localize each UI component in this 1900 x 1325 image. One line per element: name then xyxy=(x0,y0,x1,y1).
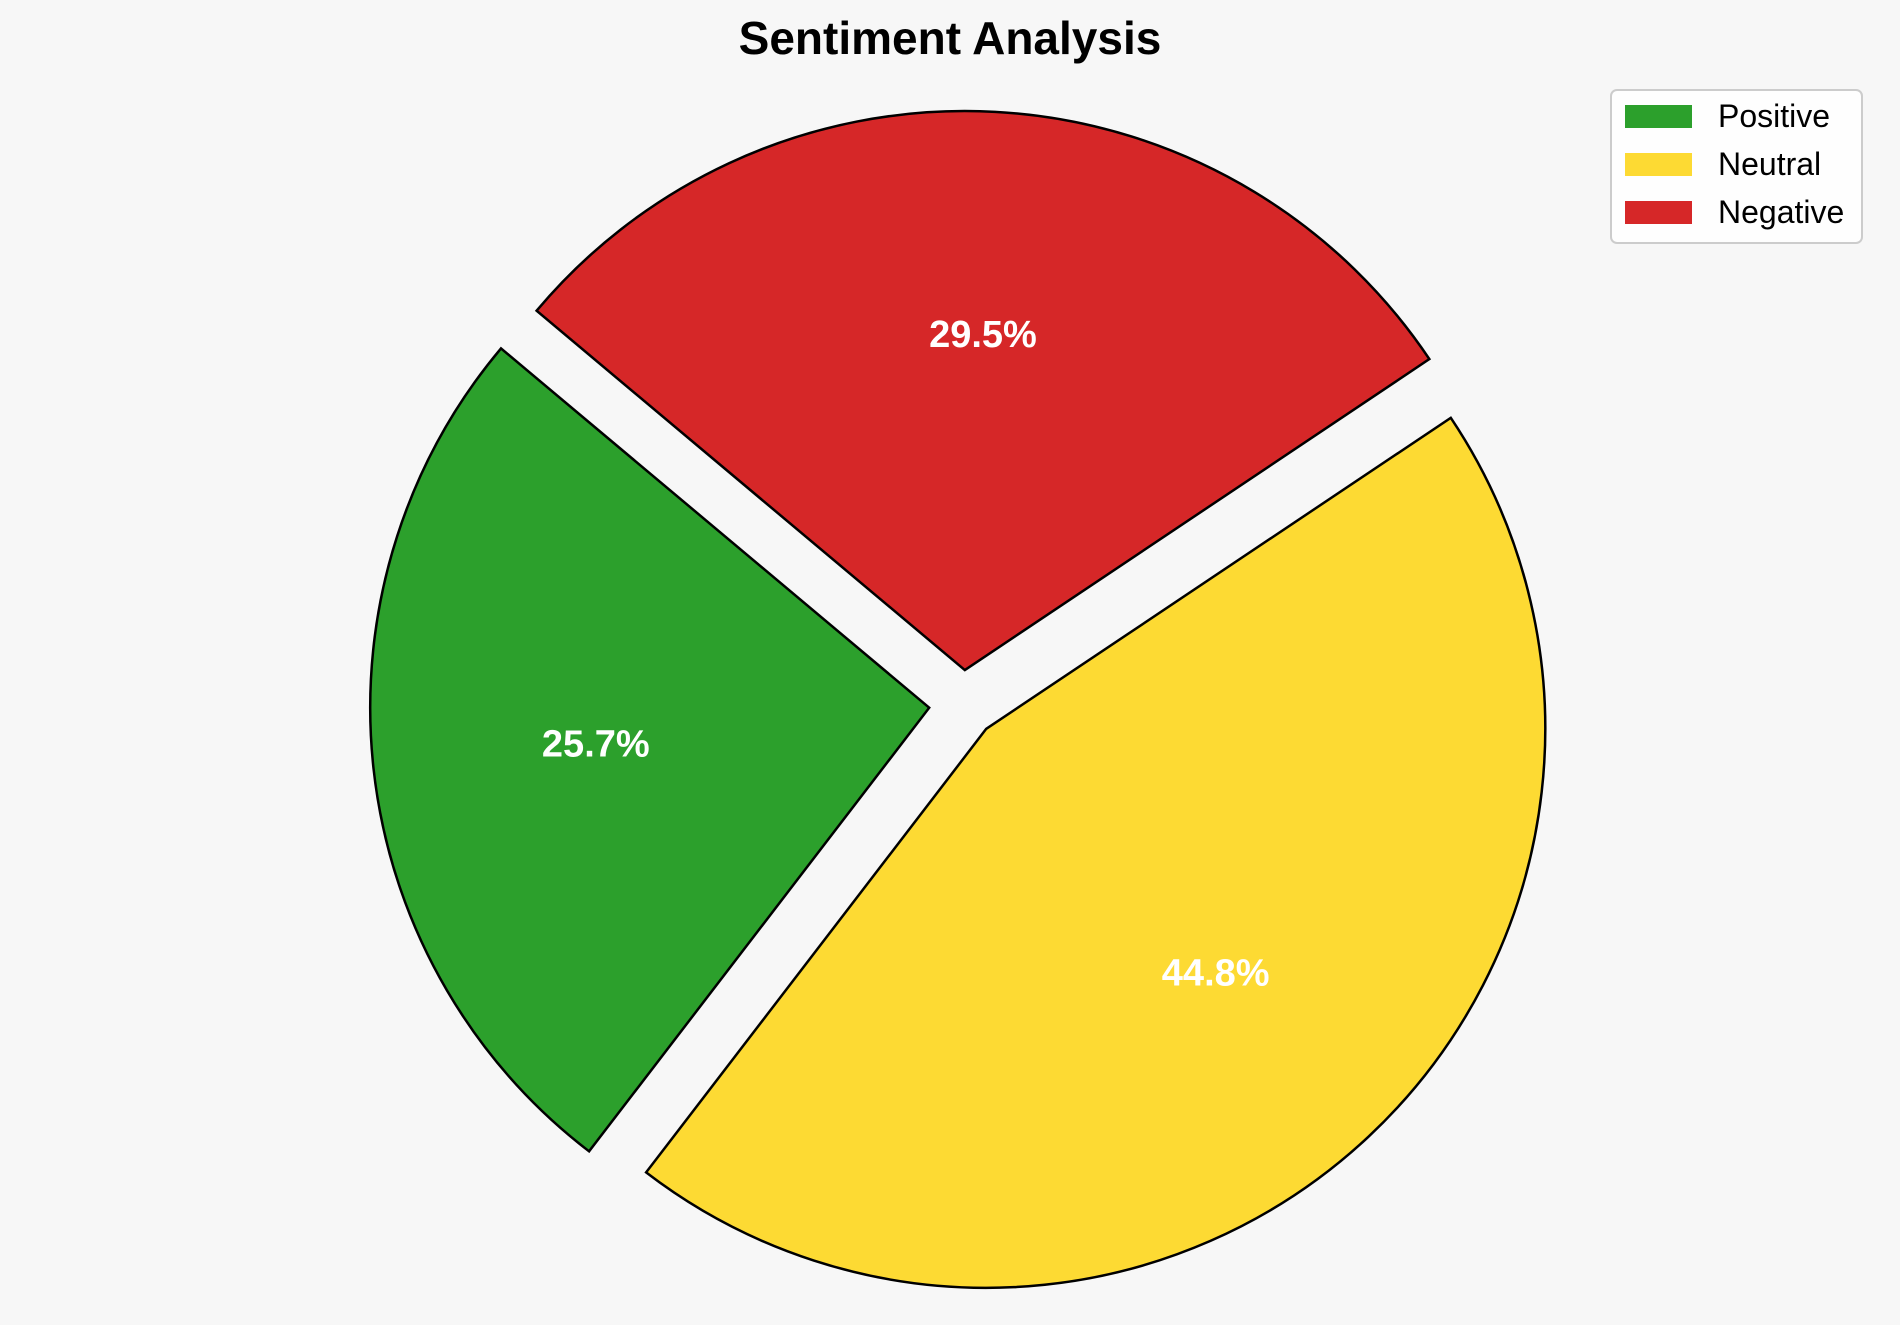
pie-slice-negative xyxy=(534,109,1432,672)
legend-swatch-positive xyxy=(1625,105,1692,128)
slice-label-negative: 29.5% xyxy=(929,314,1037,356)
slice-label-positive: 25.7% xyxy=(542,723,650,765)
pie-slice-labels: 25.7% 44.8% 29.5% xyxy=(542,314,1270,994)
legend-label-negative: Negative xyxy=(1718,194,1844,230)
chart-title: Sentiment Analysis xyxy=(739,12,1162,64)
pie-slice-neutral xyxy=(644,416,1547,1289)
legend-label-neutral: Neutral xyxy=(1718,146,1821,182)
pie-slice-positive xyxy=(368,346,931,1154)
slice-label-neutral: 44.8% xyxy=(1162,952,1270,994)
legend: Positive Neutral Negative xyxy=(1610,89,1863,244)
pie-slices xyxy=(368,109,1547,1289)
legend-label-positive: Positive xyxy=(1718,98,1830,134)
legend-swatch-neutral xyxy=(1625,153,1692,176)
legend-swatch-negative xyxy=(1625,201,1692,224)
